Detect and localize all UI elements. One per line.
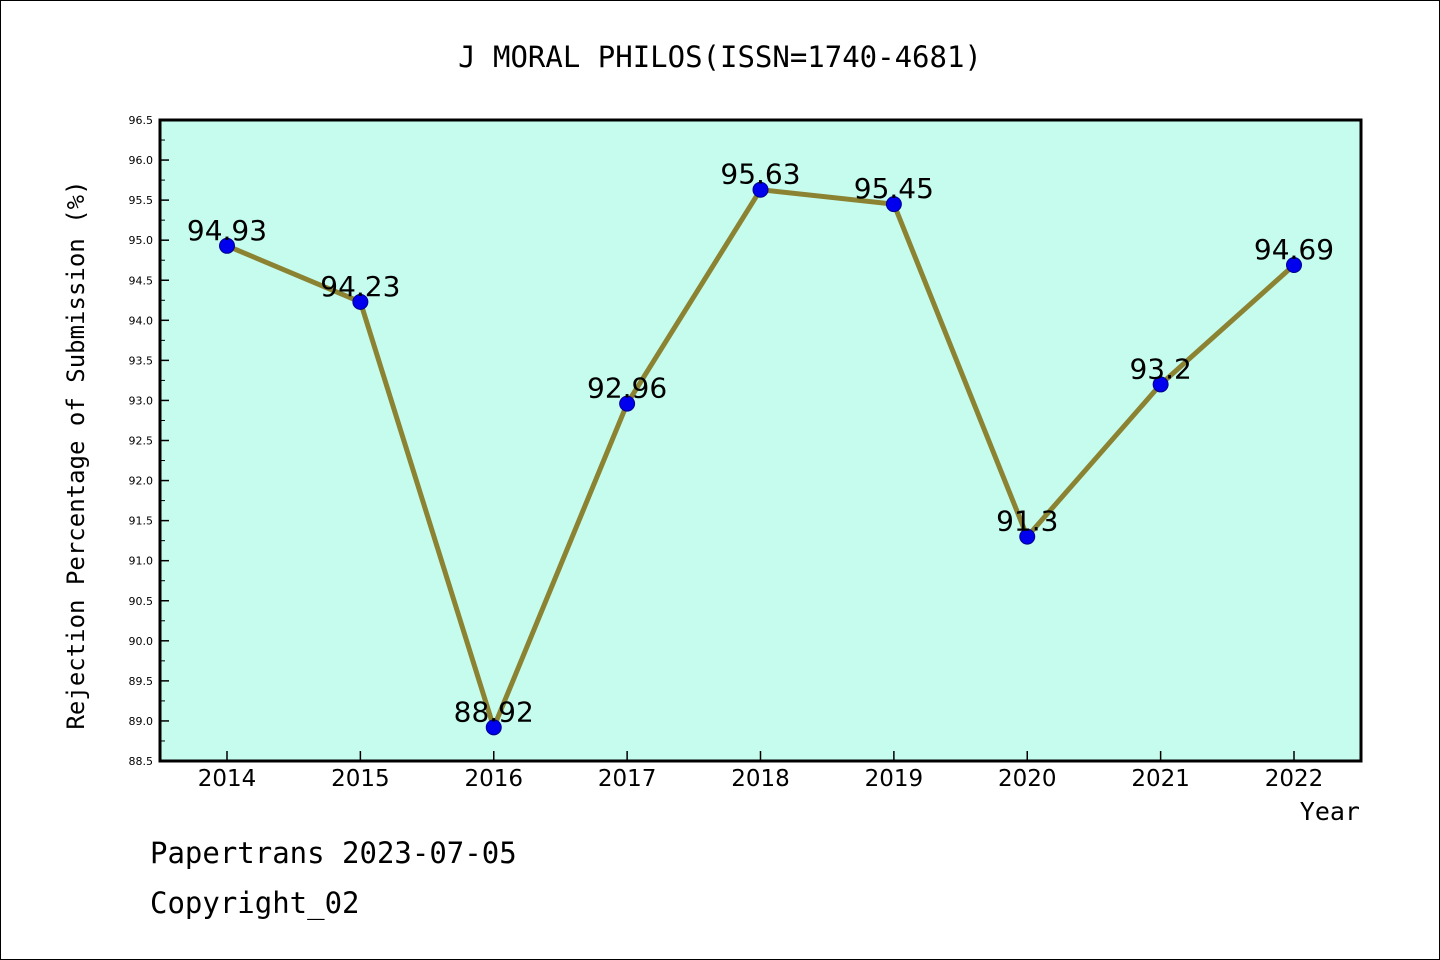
data-point: [219, 237, 235, 254]
data-point: [1019, 528, 1036, 545]
x-tick-label: 2018: [731, 766, 790, 792]
y-tick-label: 93.0: [129, 394, 154, 407]
data-label: 95.63: [720, 158, 800, 191]
data-point: [352, 293, 369, 310]
data-label: 91.3: [996, 505, 1058, 538]
y-tick-label: 91.0: [129, 555, 154, 568]
y-tick-label: 90.0: [129, 635, 154, 648]
y-tick-label: 88.5: [129, 755, 154, 768]
data-point: [619, 395, 636, 412]
data-point: [1152, 376, 1169, 393]
data-label: 95.45: [854, 172, 934, 205]
data-labels: 94.93 94.23 88.92 92.96 95.63 95.45 91.3 93.2 94…: [187, 158, 1334, 729]
data-label: 93.2: [1129, 352, 1191, 385]
data-point: [885, 196, 902, 213]
x-tick-label: 2019: [865, 766, 924, 792]
chart-title: J MORAL PHILOS(ISSN=1740-4681): [458, 40, 982, 74]
x-tick-label: 2021: [1131, 766, 1190, 792]
footer-date: Papertrans 2023-07-05: [150, 836, 517, 870]
y-axis-label: Rejection Percentage of Submission (%): [62, 180, 90, 729]
x-tick-label: 2015: [331, 766, 390, 792]
data-label: 94.23: [320, 270, 400, 303]
x-tick-label: 2022: [1265, 766, 1324, 792]
x-tick-label: 2017: [598, 766, 657, 792]
x-tick-label: 2016: [464, 766, 523, 792]
data-label: 92.96: [587, 372, 667, 405]
y-tick-label: 93.5: [129, 354, 154, 367]
footer-copyright: Copyright_02: [150, 886, 360, 920]
y-tick-label: 95.5: [129, 194, 154, 207]
data-label: 94.93: [187, 214, 267, 247]
x-tick-label: 2014: [198, 766, 257, 792]
y-tick-label: 89.0: [129, 715, 154, 728]
y-tick-label: 92.5: [129, 435, 154, 448]
data-point: [752, 181, 769, 198]
data-label: 88.92: [454, 695, 534, 728]
data-point: [1286, 257, 1302, 274]
series-group: [219, 181, 1302, 736]
y-tick-label: 89.5: [129, 675, 154, 688]
y-tick-label: 94.0: [129, 314, 154, 327]
y-tick-label: 94.5: [129, 274, 154, 287]
y-tick-label: 96.0: [129, 154, 154, 167]
y-tick-label: 96.5: [129, 114, 154, 127]
y-tick-label: 92.0: [129, 475, 154, 488]
y-tick-label: 95.0: [129, 234, 154, 247]
x-axis-ticks: 2014 2015 2016 2017 2018 2019 2020 2021 2022: [198, 751, 1324, 792]
data-label: 94.69: [1254, 233, 1334, 266]
x-axis-label: Year: [1300, 797, 1360, 826]
y-axis-ticks: 88.5 89.0 89.5 90.0 90.5 91.0 91.5 92.0 92.5 93.0…: [129, 114, 169, 768]
y-tick-label: 90.5: [129, 595, 154, 608]
y-tick-label: 91.5: [129, 515, 154, 528]
x-tick-label: 2020: [998, 766, 1057, 792]
plot-area: [158, 118, 1363, 763]
data-point: [485, 719, 502, 736]
